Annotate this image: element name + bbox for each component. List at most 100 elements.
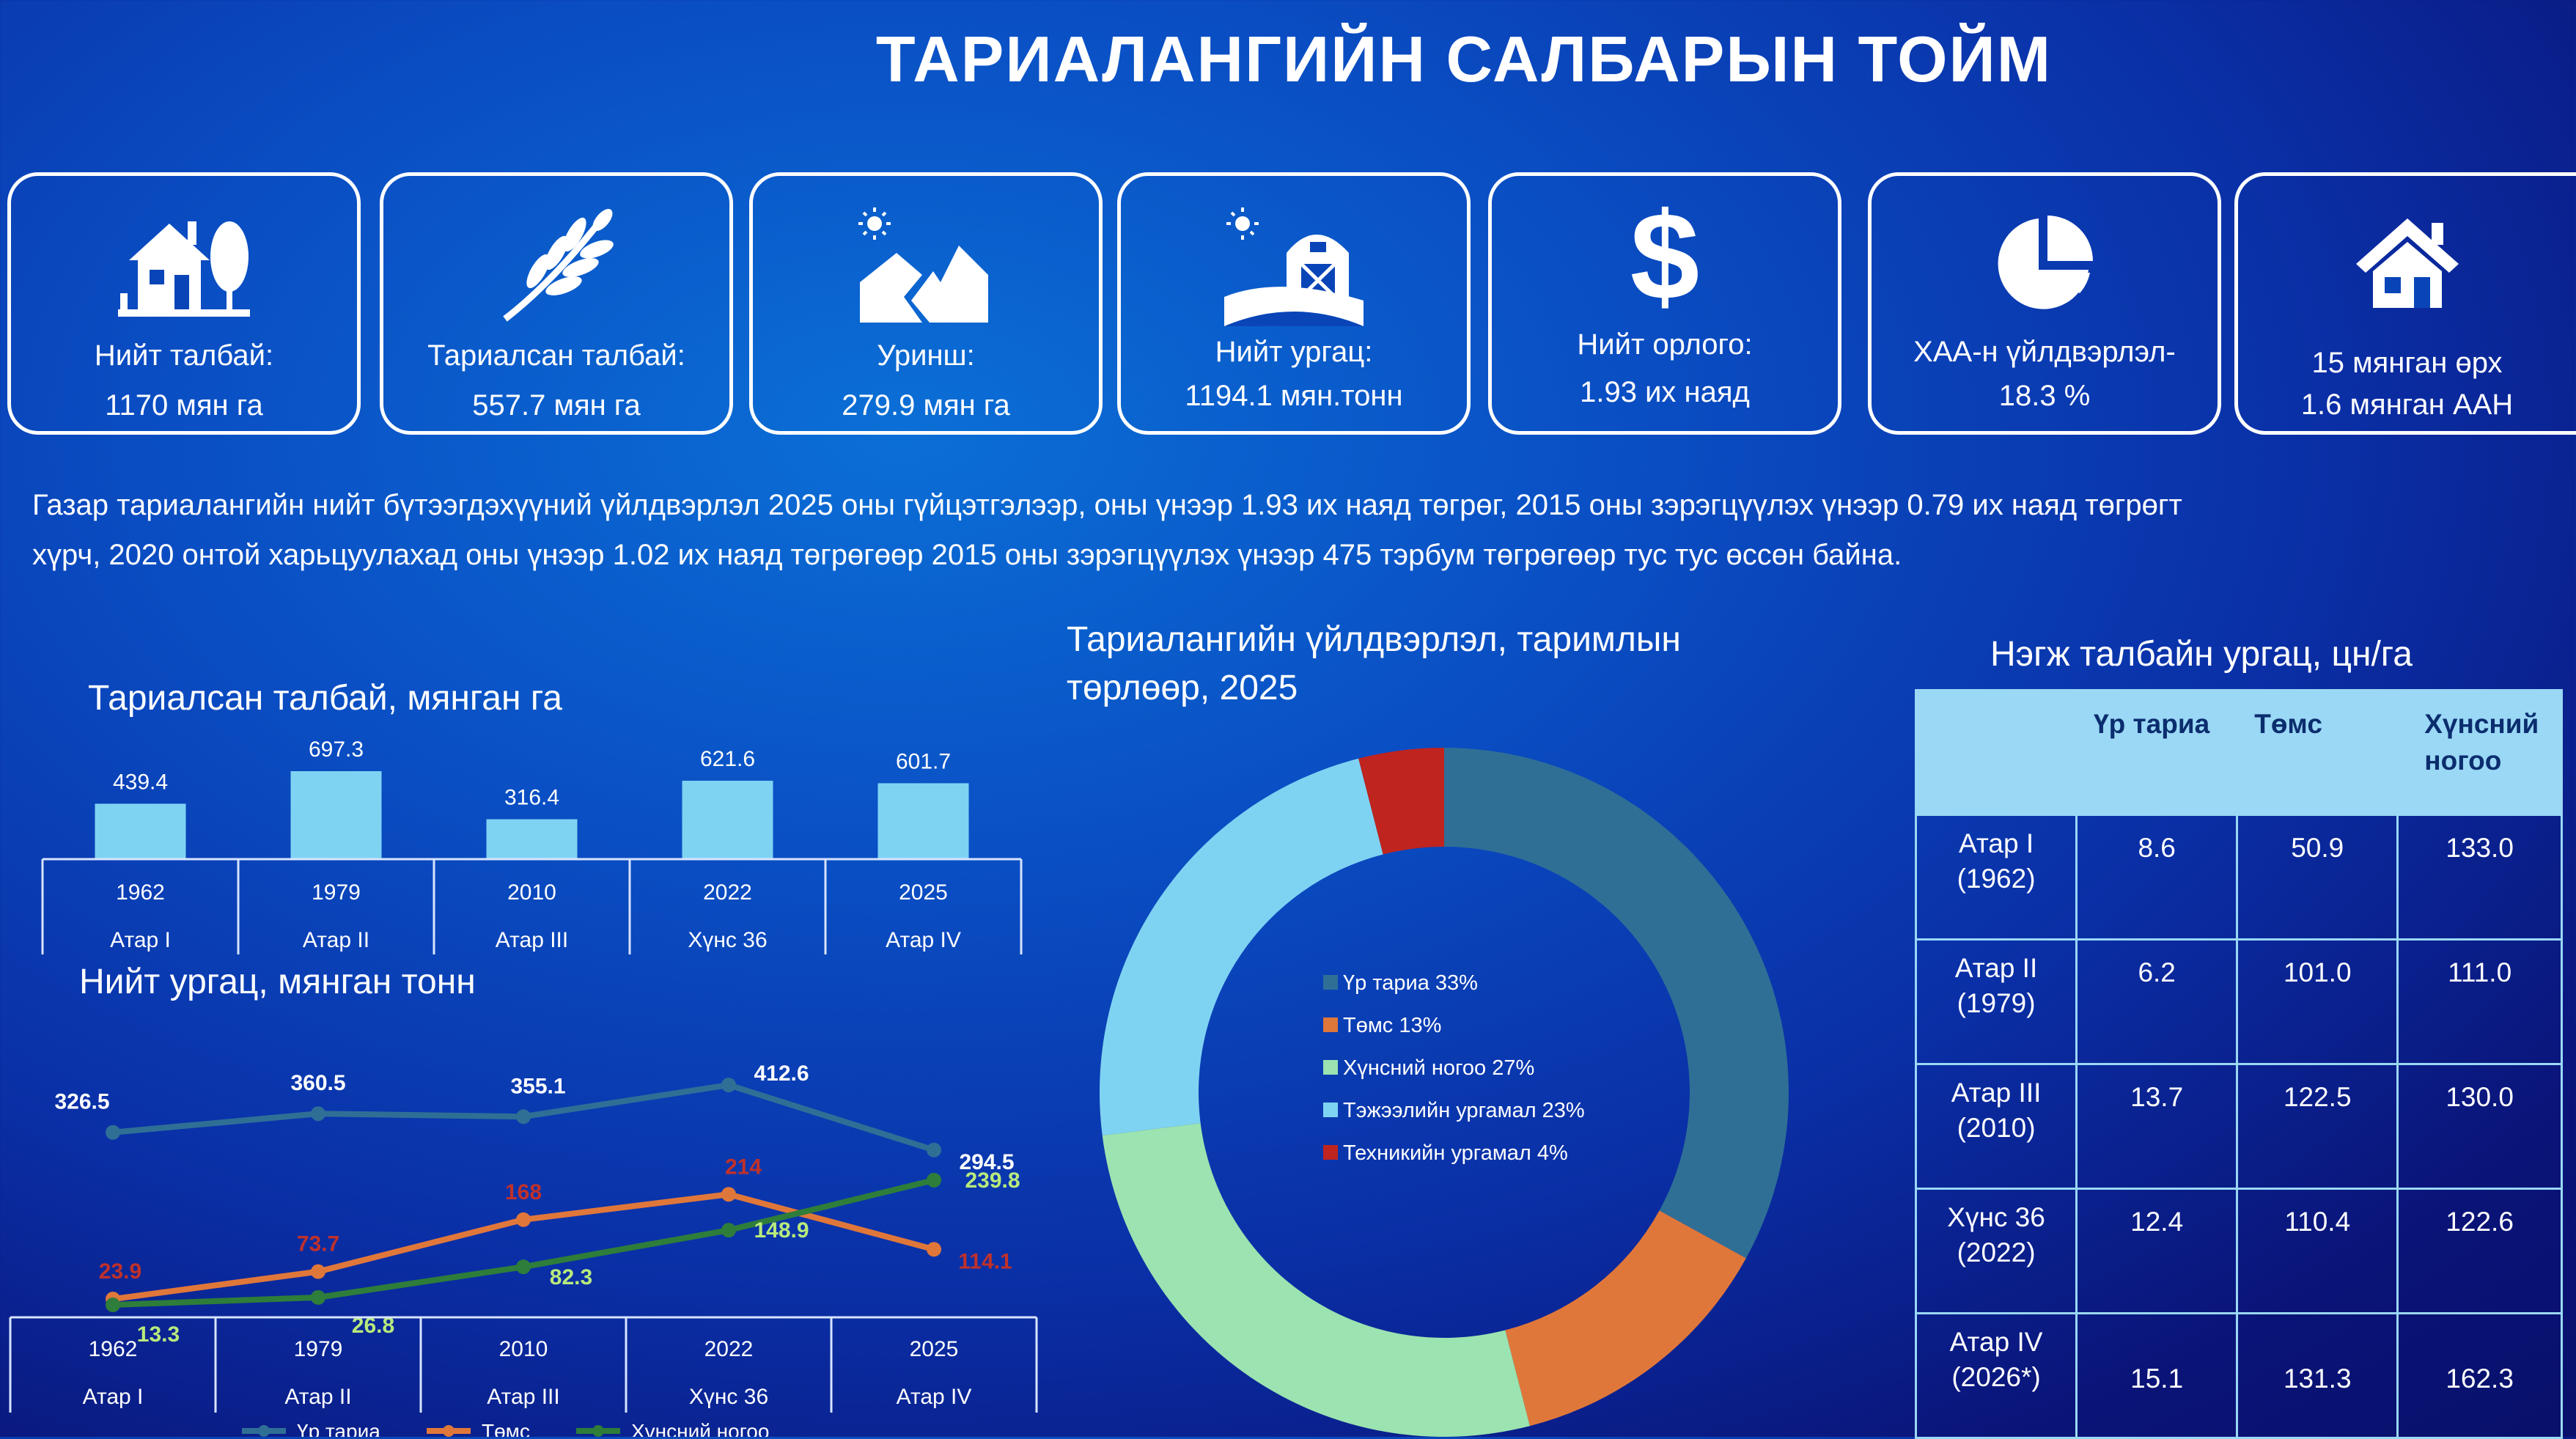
legend-swatch (1323, 1017, 1338, 1032)
table-cell: 12.4 (2075, 1188, 2239, 1314)
card-value: 18.3 % (1998, 380, 2091, 412)
kpi-card-agri-share: ХАА-н үйлдвэрлэл- 18.3 % (1868, 172, 2221, 435)
description-line: хүрч, 2020 онтой харьцуулахад оны үнээр … (32, 539, 1902, 571)
table-cell: 130.0 (2396, 1063, 2563, 1190)
column-header-grain: Үр тариа (2075, 689, 2239, 816)
table-cell: 50.9 (2236, 814, 2399, 941)
bar-value-label: 439.4 (113, 770, 168, 794)
wheat-icon (383, 191, 729, 337)
legend-swatch (1323, 975, 1338, 990)
pie-chart-icon (1872, 191, 2218, 337)
x-group-label: Хүнс 36 (688, 928, 767, 952)
x-tick-label: 2010 (499, 1337, 548, 1361)
card-value: 1.93 их наяд (1580, 376, 1750, 408)
bar-chart: 439.4 697.3 316.4 621.6 601.7 1962 Атар I 1979 А… (41, 737, 1023, 954)
description-line: Газар тариалангийн нийт бүтээгдэхүүний ү… (32, 489, 2182, 521)
x-group-label: Атар II (284, 1385, 351, 1409)
data-point (927, 1242, 941, 1257)
card-value: 1170 мян га (105, 389, 263, 422)
data-point (927, 1172, 941, 1188)
row-header-line: Атар II (1954, 953, 2038, 983)
line-chart-title: Нийт ургац, мянган тонн (79, 963, 476, 1001)
table-cell: 111.0 (2396, 938, 2563, 1065)
legend-swatch (1323, 1103, 1338, 1117)
bar (877, 783, 969, 859)
row-header-line: (1962) (1957, 864, 2036, 894)
table-cell: 162.3 (2396, 1312, 2563, 1439)
farmhouse-icon (11, 191, 357, 337)
legend-label: Үр тариа 33% (1343, 971, 1478, 995)
data-point (721, 1187, 736, 1202)
table-row: Атар IV (2026*) 15.1 131.3 162.3 (1914, 1312, 2563, 1439)
data-point (106, 1125, 120, 1140)
data-label: 168 (505, 1180, 542, 1204)
x-group-label: Атар I (83, 1385, 144, 1409)
table-cell: 13.7 (2075, 1063, 2239, 1190)
table-row: Атар III (2010) 13.7 122.5 130.0 (1914, 1063, 2563, 1190)
table-cell: 101.0 (2236, 938, 2399, 1065)
column-header-line: Хүнсний (2424, 709, 2539, 739)
card-label: Нийт талбай: (94, 339, 274, 372)
bar (95, 803, 186, 859)
x-group-label: Атар III (496, 928, 568, 952)
data-label: 114.1 (958, 1249, 1012, 1273)
x-tick-label: 2010 (507, 880, 556, 905)
x-tick-label: 1962 (116, 880, 165, 905)
column-header-vegetable: Хүнсний ногоо (2396, 689, 2563, 816)
kpi-card-households: 15 мянган өрх 1.6 мянган ААН (2234, 172, 2576, 435)
table-cell: 122.5 (2236, 1063, 2399, 1190)
kpi-card-revenue: $ Нийт орлого: 1.93 их наяд (1488, 172, 1841, 435)
data-point (311, 1264, 325, 1279)
donut-title-line: төрлөөр, 2025 (1067, 669, 1298, 707)
x-tick-label: 2025 (910, 1337, 959, 1361)
card-value: 1.6 мянган ААН (2300, 389, 2514, 421)
table-row: Атар I (1962) 8.6 50.9 133.0 (1914, 814, 2563, 941)
row-header-line: Атар I (1958, 828, 2034, 858)
card-label: Нийт ургац: (1215, 336, 1373, 368)
x-tick-label: 1979 (312, 880, 361, 905)
x-group-label: Атар II (303, 928, 369, 952)
donut-chart: Үр тариа 33% Төмс 13% Хүнсний ногоо 27% Тэж… (1100, 748, 1789, 1437)
data-point (516, 1212, 531, 1227)
table-cell: 133.0 (2396, 814, 2563, 941)
kpi-card-sown-area: Тариалсан талбай: 557.7 мян га (380, 172, 733, 435)
table-cell: 6.2 (2075, 938, 2239, 1065)
bar-value-label: 316.4 (504, 786, 559, 810)
bar (486, 819, 578, 859)
legend-label: Төмс 13% (1343, 1014, 1441, 1037)
bar-chart-title: Тариалсан талбай, мянган га (88, 679, 562, 718)
kpi-card-total-area: Нийт талбай: 1170 мян га (7, 172, 361, 435)
card-label: Нийт орлого: (1577, 328, 1753, 361)
data-label: 239.8 (965, 1169, 1020, 1193)
legend-label: Хүнсний ногоо 27% (1343, 1056, 1534, 1080)
data-label: 360.5 (290, 1071, 345, 1095)
data-label: 214 (725, 1155, 762, 1179)
x-tick-label: 2022 (703, 880, 752, 905)
data-label: 23.9 (99, 1259, 141, 1284)
line-chart: 326.5 360.5 355.1 412.6 294.5 23.9 73.7 168 214 1… (9, 1061, 1038, 1437)
data-label: 294.5 (959, 1150, 1014, 1174)
legend-marker (443, 1425, 455, 1437)
row-header: Атар I (1962) (1914, 814, 2078, 941)
card-label: 15 мянган өрх (2311, 347, 2503, 379)
table-header-row: Үр тариа Төмс Хүнсний ногоо (1914, 689, 2563, 816)
table-cell: 122.6 (2396, 1188, 2563, 1314)
card-label: Уринш: (877, 339, 975, 372)
x-group-label: Атар III (487, 1385, 559, 1409)
bar-value-label: 697.3 (309, 737, 364, 762)
column-header-empty (1914, 689, 2078, 816)
yield-table: Үр тариа Төмс Хүнсний ногоо Атар I (1962)… (1914, 689, 2563, 1439)
donut-slice (1358, 748, 1444, 855)
data-point (516, 1109, 531, 1125)
data-label: 412.6 (754, 1061, 809, 1086)
table-cell: 8.6 (2075, 814, 2239, 941)
house-icon (2238, 191, 2576, 337)
page-title: ТАРИАЛАНГИЙН САЛБАРЫН ТОЙМ (875, 23, 2053, 95)
data-label: 148.9 (754, 1218, 809, 1243)
dollar-icon: $ (1630, 187, 1700, 326)
legend-marker (592, 1425, 604, 1437)
yield-table-title: Нэгж талбайн ургац, цн/га (1990, 635, 2413, 674)
donut-slice (1100, 758, 1383, 1136)
data-label: 355.1 (510, 1074, 565, 1098)
row-header: Хүнс 36 (2022) (1914, 1188, 2078, 1314)
